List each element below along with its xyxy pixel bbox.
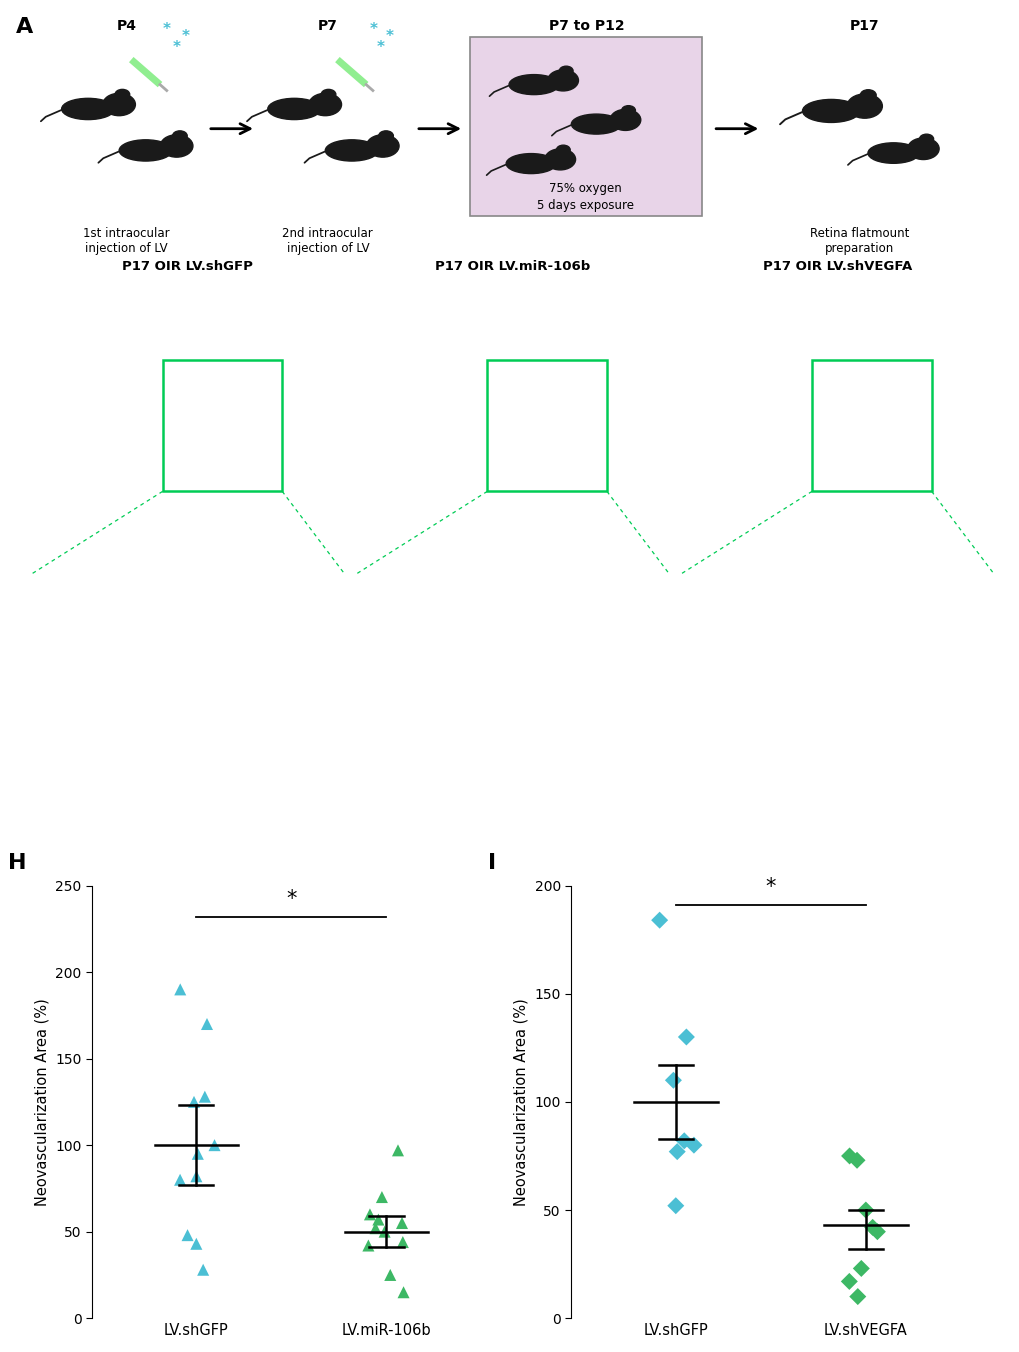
- Text: *: *: [765, 877, 775, 898]
- Text: I: I: [487, 853, 495, 872]
- Text: 1st intraocular
injection of LV: 1st intraocular injection of LV: [84, 227, 169, 256]
- Point: [651, 910, 667, 932]
- Point: [370, 1209, 386, 1230]
- Point: [667, 1195, 684, 1217]
- Circle shape: [172, 131, 187, 141]
- Point: [864, 1217, 880, 1238]
- Text: E: E: [40, 587, 52, 606]
- Circle shape: [907, 138, 938, 160]
- Text: 5 days exposure: 5 days exposure: [537, 199, 634, 212]
- Point: [394, 1232, 411, 1253]
- Point: [382, 1264, 398, 1286]
- Text: Retina flatmount
preparation: Retina flatmount preparation: [809, 227, 909, 256]
- Circle shape: [558, 66, 573, 76]
- Text: G: G: [689, 587, 703, 606]
- Circle shape: [609, 110, 640, 130]
- Text: H: H: [8, 853, 26, 872]
- Point: [367, 1217, 383, 1238]
- Point: [376, 1221, 392, 1242]
- Point: [362, 1203, 378, 1225]
- Text: *: *: [163, 23, 170, 38]
- Ellipse shape: [867, 143, 918, 164]
- Circle shape: [859, 89, 875, 100]
- Point: [389, 1140, 406, 1161]
- Point: [841, 1271, 857, 1293]
- Point: [848, 1149, 864, 1171]
- Text: P17 OIR LV.shGFP: P17 OIR LV.shGFP: [122, 260, 253, 273]
- Point: [678, 1026, 694, 1048]
- Point: [664, 1069, 681, 1091]
- Point: [393, 1213, 410, 1234]
- Point: [668, 1141, 685, 1163]
- Text: P4: P4: [116, 19, 137, 32]
- Text: P17 OIR LV.miR-106b: P17 OIR LV.miR-106b: [434, 260, 590, 273]
- Text: A: A: [16, 16, 34, 37]
- Ellipse shape: [802, 100, 859, 123]
- Text: C: C: [365, 287, 378, 304]
- Ellipse shape: [571, 114, 621, 134]
- Ellipse shape: [508, 74, 558, 95]
- Point: [360, 1234, 376, 1256]
- FancyBboxPatch shape: [470, 38, 701, 216]
- Point: [179, 1225, 196, 1247]
- Point: [195, 1259, 211, 1280]
- Text: D: D: [689, 287, 704, 304]
- Circle shape: [309, 93, 341, 116]
- Point: [685, 1134, 701, 1156]
- Point: [852, 1257, 868, 1279]
- Text: *: *: [181, 28, 190, 45]
- Ellipse shape: [119, 139, 172, 161]
- Text: *: *: [286, 888, 297, 909]
- Circle shape: [160, 135, 193, 157]
- Circle shape: [378, 131, 393, 141]
- Bar: [487, 361, 606, 491]
- Point: [868, 1221, 884, 1242]
- Text: *: *: [386, 28, 393, 45]
- Text: P17 OIR LV.shVEGFA: P17 OIR LV.shVEGFA: [762, 260, 911, 273]
- Text: F: F: [365, 587, 377, 606]
- Point: [841, 1145, 857, 1167]
- Ellipse shape: [268, 99, 320, 119]
- Circle shape: [544, 149, 575, 170]
- Ellipse shape: [325, 139, 378, 161]
- Point: [206, 1134, 222, 1156]
- Point: [187, 1233, 204, 1255]
- Text: 2nd intraocular
injection of LV: 2nd intraocular injection of LV: [282, 227, 373, 256]
- Text: *: *: [370, 23, 377, 38]
- Point: [172, 979, 189, 1000]
- Point: [172, 1169, 189, 1191]
- Point: [849, 1286, 865, 1307]
- Bar: [162, 361, 282, 491]
- Point: [189, 1165, 205, 1187]
- Point: [373, 1186, 389, 1207]
- Point: [190, 1142, 206, 1164]
- Text: 75% oxygen: 75% oxygen: [549, 181, 622, 195]
- Ellipse shape: [61, 99, 114, 119]
- Point: [197, 1086, 213, 1107]
- Text: P17: P17: [849, 19, 878, 32]
- Point: [676, 1130, 692, 1152]
- Circle shape: [918, 134, 932, 143]
- Circle shape: [366, 135, 398, 157]
- Circle shape: [555, 145, 570, 154]
- Circle shape: [115, 89, 129, 100]
- Y-axis label: Neovascularization Area (%): Neovascularization Area (%): [514, 998, 528, 1206]
- Point: [199, 1013, 215, 1034]
- Point: [395, 1282, 412, 1303]
- Text: *: *: [172, 41, 180, 55]
- Circle shape: [621, 105, 635, 115]
- Ellipse shape: [505, 154, 555, 173]
- Text: B: B: [40, 287, 54, 304]
- Circle shape: [103, 93, 136, 116]
- Text: P7: P7: [318, 19, 337, 32]
- Point: [185, 1091, 202, 1113]
- Bar: [811, 361, 930, 491]
- Circle shape: [321, 89, 335, 100]
- Circle shape: [547, 70, 578, 91]
- Circle shape: [846, 95, 881, 118]
- Text: *: *: [376, 41, 384, 55]
- Y-axis label: Neovascularization Area (%): Neovascularization Area (%): [35, 998, 49, 1206]
- Point: [857, 1199, 873, 1221]
- Text: P7 to P12: P7 to P12: [548, 19, 624, 32]
